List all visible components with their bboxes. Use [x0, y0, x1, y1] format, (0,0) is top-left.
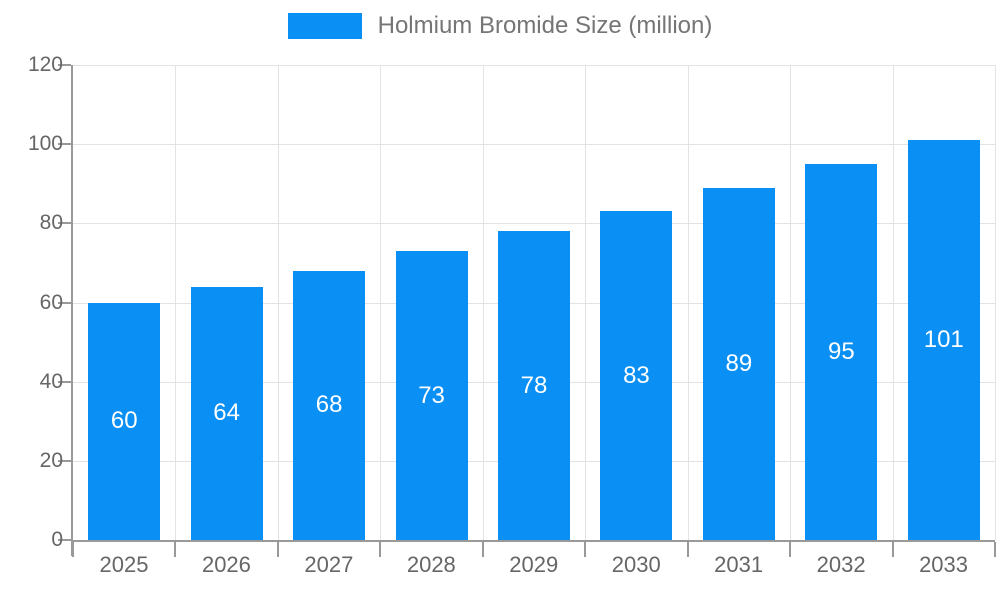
x-tick-label: 2031 — [714, 552, 764, 577]
bar-2031[interactable]: 89 — [702, 187, 775, 540]
x-tick-label: 2029 — [509, 552, 559, 577]
bar-value-label: 73 — [418, 381, 445, 409]
bar-value-label: 78 — [520, 371, 548, 399]
y-tick-mark — [58, 301, 71, 304]
y-tick-label: 60 — [39, 290, 63, 314]
v-gridline — [687, 65, 689, 540]
v-gridline — [175, 65, 177, 540]
legend-label: Holmium Bromide Size (million) — [377, 12, 713, 39]
y-tick-mark — [58, 539, 71, 541]
x-tick-mark — [174, 542, 177, 557]
bar-value-label: 64 — [213, 399, 240, 427]
x-tick-label: 2032 — [816, 552, 866, 577]
bar-2030[interactable]: 83 — [600, 211, 673, 540]
bar-value-label: 68 — [315, 391, 343, 419]
x-tick-label: 2026 — [201, 552, 251, 577]
y-tick-mark — [58, 380, 71, 383]
bar-value-label: 83 — [623, 361, 650, 389]
bar-2027[interactable]: 68 — [293, 270, 366, 540]
y-tick-mark — [58, 222, 71, 225]
x-tick-label: 2030 — [611, 552, 661, 577]
y-tick-label: 80 — [39, 211, 63, 235]
x-tick-mark — [686, 542, 689, 557]
y-axis-line — [71, 65, 73, 556]
y-tick-label: 40 — [39, 369, 63, 393]
x-tick-label: 2025 — [99, 552, 149, 577]
bar-2025[interactable]: 60 — [88, 302, 161, 540]
v-gridline — [482, 65, 484, 540]
y-tick-mark — [58, 143, 71, 146]
bar-2033[interactable]: 101 — [907, 140, 980, 540]
legend[interactable]: Holmium Bromide Size (million) — [0, 12, 1000, 40]
bar-2026[interactable]: 64 — [190, 286, 263, 540]
bar-value-label: 60 — [110, 407, 138, 435]
v-gridline — [892, 65, 894, 540]
x-tick-label: 2027 — [304, 552, 354, 577]
x-tick-mark — [379, 542, 382, 557]
v-gridline — [380, 65, 382, 540]
y-tick-label: 100 — [27, 132, 63, 156]
legend-swatch — [287, 13, 362, 39]
x-tick-label: 2033 — [919, 552, 969, 577]
x-tick-label: 2028 — [406, 552, 456, 577]
x-tick-mark — [72, 542, 74, 557]
bar-value-label: 95 — [827, 337, 855, 365]
bar-2032[interactable]: 95 — [805, 163, 878, 540]
plot-area: 60 64 68 73 78 83 89 95 101 — [58, 64, 996, 557]
v-gridline — [995, 65, 996, 540]
v-gridline — [585, 65, 587, 540]
x-tick-mark — [789, 542, 792, 557]
y-tick-mark — [58, 64, 71, 66]
x-tick-mark — [891, 542, 894, 557]
x-tick-mark — [276, 542, 279, 557]
bar-value-label: 89 — [725, 349, 753, 377]
y-tick-label: 0 — [51, 528, 63, 551]
bar-2028[interactable]: 73 — [395, 251, 468, 540]
y-tick-label: 120 — [27, 53, 63, 76]
x-tick-mark — [584, 542, 587, 557]
bar-value-label: 101 — [923, 326, 964, 354]
h-gridline — [73, 223, 995, 225]
x-tick-mark — [994, 542, 996, 557]
y-tick-mark — [58, 459, 71, 462]
x-tick-mark — [481, 542, 484, 557]
v-gridline — [277, 65, 279, 540]
h-gridline — [73, 144, 995, 146]
bar-2029[interactable]: 78 — [498, 231, 570, 540]
v-gridline — [790, 65, 792, 540]
h-gridline — [73, 65, 995, 66]
y-tick-label: 20 — [39, 448, 63, 472]
x-axis-line — [71, 540, 995, 542]
